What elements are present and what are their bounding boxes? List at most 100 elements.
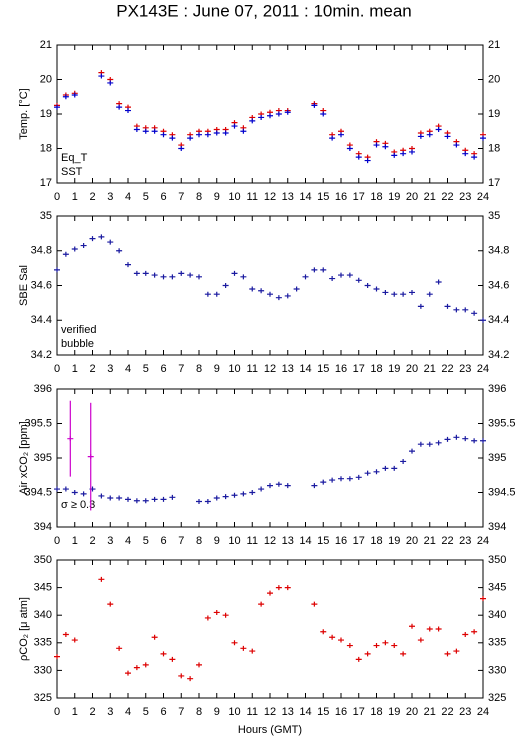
x-tick-label: 7	[178, 706, 184, 718]
x-tick-label: 4	[125, 535, 131, 547]
x-tick-label: 4	[125, 706, 131, 718]
marker	[373, 643, 380, 649]
x-tick-label: 10	[228, 363, 240, 375]
marker	[249, 286, 256, 292]
marker	[400, 458, 407, 464]
x-tick-label: 7	[178, 363, 184, 375]
marker	[54, 486, 60, 492]
marker	[284, 109, 291, 115]
x-tick-label: 10	[228, 535, 240, 547]
marker	[258, 288, 265, 294]
x-tick-label: 0	[54, 363, 60, 375]
x-tick-label: 19	[388, 535, 400, 547]
x-tick-label: 15	[317, 363, 329, 375]
marker	[125, 496, 131, 502]
marker	[80, 243, 87, 249]
marker	[311, 483, 318, 489]
y-tick-label: 35	[40, 210, 52, 222]
y-axis-label: Air xCO₂ [ppm]	[18, 421, 30, 494]
marker	[125, 108, 131, 114]
x-tick-label: 20	[406, 706, 418, 718]
x-tick-label: 5	[143, 706, 149, 718]
marker	[355, 656, 362, 662]
marker	[71, 92, 78, 98]
x-tick-label: 2	[89, 706, 95, 718]
marker	[373, 142, 380, 148]
marker	[54, 654, 60, 660]
x-tick-label: 14	[299, 363, 311, 375]
x-tick-label: 3	[107, 191, 113, 203]
x-tick-label: 3	[107, 535, 113, 547]
marker	[426, 132, 433, 138]
marker	[346, 476, 353, 482]
marker	[222, 130, 229, 136]
marker	[382, 640, 389, 646]
marker	[329, 135, 336, 141]
y-tick-label: 34.8	[31, 245, 52, 257]
x-tick-label: 23	[459, 706, 471, 718]
marker	[231, 492, 238, 498]
x-tick-label: 14	[299, 191, 311, 203]
x-tick-label: 20	[406, 191, 418, 203]
marker	[142, 498, 149, 504]
marker	[373, 286, 380, 292]
x-tick-label: 3	[107, 363, 113, 375]
marker	[125, 262, 131, 268]
marker	[169, 274, 176, 280]
marker	[98, 73, 105, 79]
marker	[284, 483, 291, 489]
marker	[391, 465, 398, 471]
marker	[231, 123, 238, 129]
marker	[87, 454, 94, 460]
marker	[71, 490, 78, 495]
marker	[249, 118, 256, 124]
marker	[284, 585, 291, 591]
marker	[320, 629, 327, 635]
marker	[222, 283, 229, 288]
marker	[62, 94, 69, 100]
legend-entry: bubble	[61, 338, 94, 350]
marker	[62, 486, 69, 492]
y-tick-label: 330	[34, 664, 52, 676]
marker	[267, 291, 273, 297]
marker	[107, 80, 114, 86]
x-tick-label: 14	[299, 535, 311, 547]
legend-entry: SST	[61, 166, 83, 178]
marker	[62, 632, 69, 638]
marker	[338, 272, 344, 278]
marker	[98, 576, 105, 582]
x-tick-label: 9	[214, 706, 220, 718]
y2-tick-label: 395	[488, 452, 506, 464]
x-axis-label: Hours (GMT)	[238, 724, 302, 736]
marker	[320, 111, 327, 117]
marker	[382, 144, 389, 150]
marker	[196, 274, 202, 280]
marker	[355, 474, 362, 480]
marker	[471, 438, 478, 444]
marker	[231, 270, 238, 276]
marker	[462, 436, 469, 442]
y-tick-label: 395.5	[24, 417, 52, 429]
y-tick-label: 34.4	[31, 314, 52, 326]
marker	[471, 154, 478, 160]
x-tick-label: 9	[214, 535, 220, 547]
legend-entry: verified	[61, 324, 96, 336]
marker	[284, 293, 291, 299]
x-tick-label: 9	[214, 363, 220, 375]
legend-entry: Eq_T	[61, 152, 88, 164]
x-tick-label: 12	[264, 706, 276, 718]
marker	[453, 434, 460, 440]
x-tick-label: 23	[459, 363, 471, 375]
y2-tick-label: 20	[488, 73, 500, 85]
marker	[258, 601, 265, 607]
marker	[480, 596, 486, 602]
marker	[435, 626, 442, 632]
y2-tick-label: 35	[488, 210, 500, 222]
marker	[178, 146, 185, 151]
marker	[275, 481, 282, 487]
x-tick-label: 13	[282, 191, 294, 203]
marker	[249, 490, 256, 495]
marker	[196, 132, 202, 138]
x-tick-label: 7	[178, 191, 184, 203]
